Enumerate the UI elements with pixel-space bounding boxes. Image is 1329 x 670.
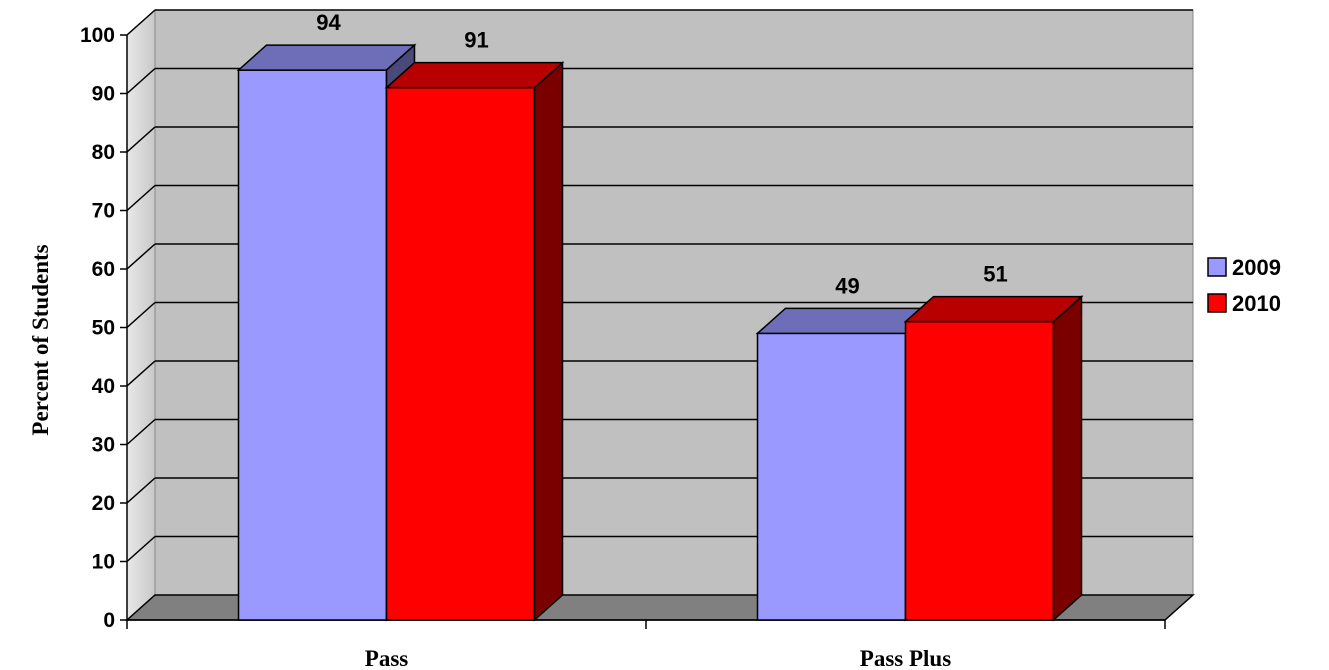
x-category-label: Pass Plus <box>860 646 951 670</box>
y-tick-label: 100 <box>80 24 115 47</box>
bar-2010-pass <box>387 63 563 620</box>
bar-top <box>906 297 1082 322</box>
bar-front <box>906 322 1054 620</box>
data-label: 49 <box>835 273 859 298</box>
data-label: 51 <box>983 262 1007 287</box>
bar-side <box>535 63 563 620</box>
y-tick-label: 20 <box>92 492 115 515</box>
x-category-label: Pass <box>365 646 409 670</box>
bar-2010-pass-plus <box>906 297 1082 620</box>
legend-swatch <box>1208 258 1226 276</box>
y-tick-label: 50 <box>92 317 115 340</box>
y-tick-label: 30 <box>92 434 115 457</box>
bar-front <box>387 88 535 620</box>
y-tick-label: 10 <box>92 551 115 574</box>
y-tick-label: 60 <box>92 258 115 281</box>
bar-front <box>239 70 387 620</box>
data-label: 94 <box>316 10 341 35</box>
bar-top <box>239 45 415 70</box>
bar-top <box>387 63 563 88</box>
y-tick-label: 0 <box>103 609 115 632</box>
bar-side <box>1054 297 1082 620</box>
y-tick-label: 70 <box>92 200 115 223</box>
legend: 2009 2010 <box>1208 255 1281 316</box>
legend-label: 2009 <box>1232 255 1281 280</box>
y-axis-label: Percent of Students <box>28 244 53 435</box>
y-tick-label: 40 <box>92 375 115 398</box>
data-label: 91 <box>464 28 488 53</box>
y-tick-label: 90 <box>92 83 115 106</box>
bar-front <box>758 333 906 620</box>
legend-swatch <box>1208 294 1226 312</box>
y-tick-label: 80 <box>92 141 115 164</box>
legend-label: 2010 <box>1232 291 1281 316</box>
